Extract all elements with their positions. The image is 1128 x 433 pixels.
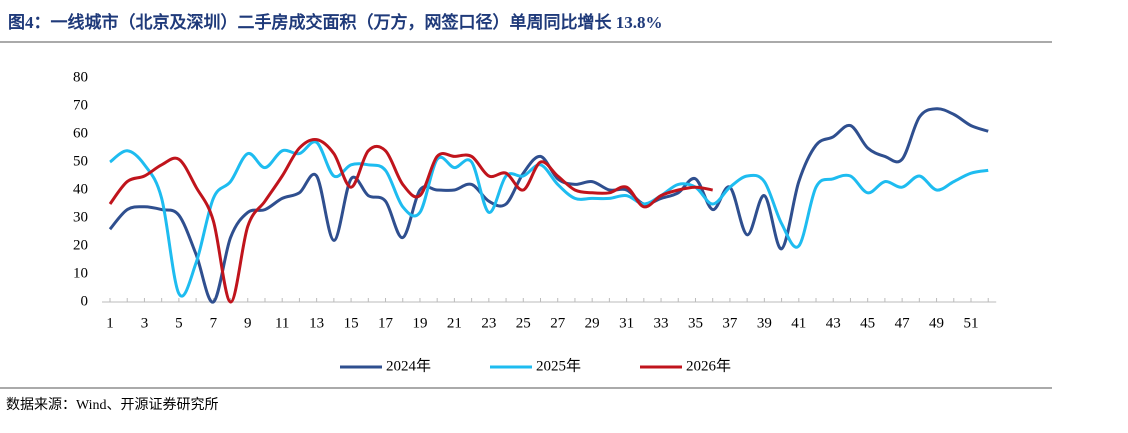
source: 数据来源：Wind、开源证券研究所 — [6, 397, 219, 413]
x-tick-label: 21 — [447, 315, 462, 331]
chart-title: 图4：一线城市（北京及深圳）二手房成交面积（万方，网签口径）单周同比增长 13.… — [8, 12, 663, 32]
series-line — [109, 140, 989, 298]
x-tick-label: 13 — [309, 315, 324, 331]
x-tick-label: 31 — [619, 315, 634, 331]
x-tick-label: 51 — [964, 315, 979, 331]
y-tick-label: 50 — [73, 153, 88, 169]
x-tick-label: 43 — [826, 315, 841, 331]
x-tick-label: 47 — [895, 315, 911, 331]
y-tick-label: 10 — [73, 265, 88, 281]
y-tick-label: 30 — [73, 209, 88, 225]
x-tick-label: 39 — [757, 315, 772, 331]
x-tick-label: 15 — [344, 315, 359, 331]
y-tick-label: 0 — [81, 293, 89, 309]
x-tick-label: 11 — [275, 315, 289, 331]
x-tick-label: 45 — [860, 315, 875, 331]
x-tick-label: 37 — [722, 315, 738, 331]
x-tick-label: 3 — [141, 315, 149, 331]
y-tick-label: 40 — [73, 181, 88, 197]
x-tick-label: 41 — [791, 315, 806, 331]
y-tick-label: 80 — [73, 69, 88, 85]
x-tick-label: 27 — [550, 315, 566, 331]
x-tick-label: 9 — [244, 315, 252, 331]
x-tick-label: 25 — [516, 315, 531, 331]
x-tick-label: 23 — [481, 315, 496, 331]
legend-label: 2026年 — [686, 357, 731, 374]
y-tick-label: 60 — [73, 125, 88, 141]
x-tick-label: 5 — [175, 315, 183, 331]
x-tick-label: 19 — [412, 315, 427, 331]
y-tick-label: 70 — [73, 97, 88, 113]
x-tick-label: 29 — [585, 315, 600, 331]
series-line — [108, 107, 989, 304]
series-line — [108, 137, 713, 304]
x-tick-label: 7 — [210, 315, 218, 331]
legend-label: 2025年 — [536, 357, 581, 374]
x-tick-label: 1 — [106, 315, 114, 331]
legend-label: 2024年 — [386, 357, 431, 374]
x-tick-label: 33 — [654, 315, 669, 331]
x-tick-label: 35 — [688, 315, 703, 331]
x-tick-label: 17 — [378, 315, 394, 331]
y-tick-label: 20 — [73, 237, 88, 253]
x-tick-label: 49 — [929, 315, 944, 331]
